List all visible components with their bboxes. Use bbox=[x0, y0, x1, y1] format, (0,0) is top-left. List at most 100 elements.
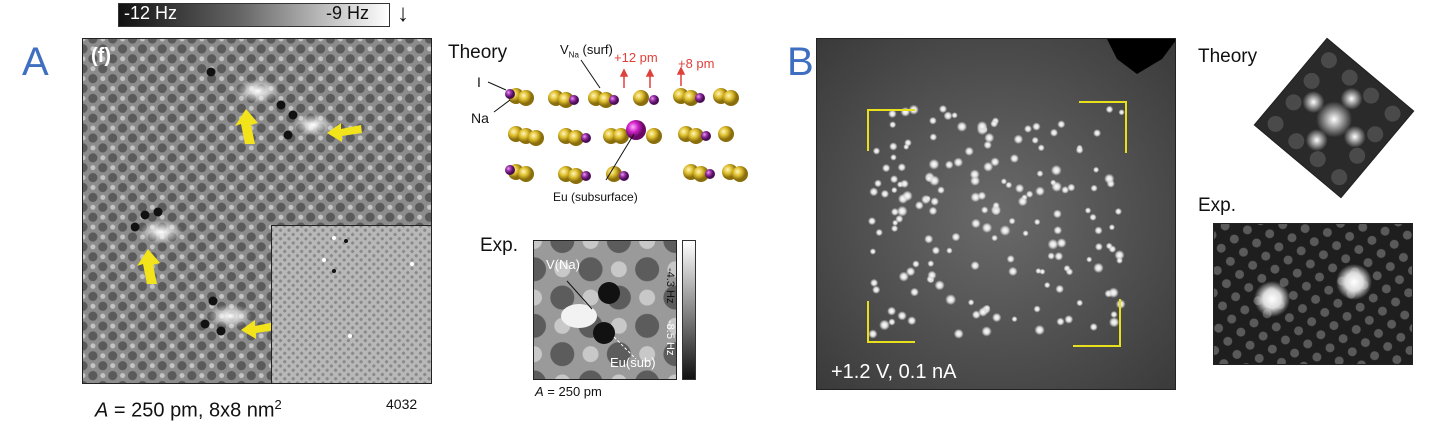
adsorbate-dot bbox=[992, 312, 1002, 323]
colorbar-right-label: -9 Hz bbox=[326, 3, 370, 23]
adsorbate-dot bbox=[1055, 284, 1064, 294]
exp-europium-label: Eu(sub) bbox=[610, 355, 656, 370]
adsorbate-dot bbox=[1076, 299, 1084, 307]
exp-caption: A = 250 pm bbox=[535, 384, 602, 399]
adsorbate-dot bbox=[1064, 315, 1074, 324]
panel-b-exp-image bbox=[1213, 223, 1413, 365]
adsorbate-dot bbox=[902, 190, 913, 202]
panel-b-exp-title: Exp. bbox=[1198, 195, 1237, 216]
frequency-colorbar bbox=[118, 3, 390, 27]
adsorbate-dot bbox=[896, 205, 908, 217]
adsorbate-dot bbox=[897, 163, 906, 172]
exp-colorbar bbox=[682, 240, 696, 380]
adsorbate-dot bbox=[1110, 310, 1118, 319]
adsorbate-dot bbox=[910, 287, 919, 297]
adsorbate-dot bbox=[1108, 287, 1119, 298]
adsorbate-dot bbox=[1056, 317, 1065, 326]
adsorbate-dot bbox=[912, 260, 920, 268]
adsorbate-dot bbox=[1005, 181, 1013, 189]
adsorbate-dot bbox=[970, 192, 981, 203]
adsorbate-dot bbox=[887, 306, 897, 316]
adsorbate-dot bbox=[983, 304, 991, 312]
adsorbate-dot bbox=[867, 217, 877, 226]
adsorbate-dot bbox=[879, 319, 890, 331]
adsorbate-dot bbox=[953, 328, 964, 339]
adsorbate-dot bbox=[967, 299, 975, 306]
panel-a-caption: A = 250 pm, 8x8 nm2 bbox=[95, 397, 282, 423]
adsorbate-dot bbox=[990, 157, 1000, 167]
adsorbate-dot bbox=[892, 219, 899, 226]
adsorbate-dot bbox=[869, 248, 877, 255]
bracket-bottom-left bbox=[867, 301, 915, 343]
adsorbate-dot bbox=[904, 139, 912, 147]
adsorbate-dot bbox=[874, 179, 882, 188]
adsorbate-dot bbox=[1050, 179, 1057, 186]
adsorbate-dot bbox=[1034, 324, 1045, 336]
adsorbate-dot bbox=[929, 175, 940, 186]
adsorbate-dot bbox=[951, 232, 961, 242]
adsorbate-dot bbox=[951, 112, 958, 119]
adsorbate-dot bbox=[1116, 257, 1123, 264]
adsorbate-dot bbox=[937, 186, 945, 194]
adsorbate-dot bbox=[888, 318, 896, 326]
adsorbate-dot bbox=[1006, 255, 1015, 263]
adsorbate-dot bbox=[1057, 120, 1066, 129]
adsorbate-dot bbox=[976, 121, 988, 132]
adsorbate-dot bbox=[927, 270, 937, 280]
adsorbate-dot bbox=[1089, 213, 1097, 221]
adsorbate-dot bbox=[945, 294, 957, 306]
adsorbate-dot bbox=[1056, 238, 1067, 248]
crystal-structure-diagram bbox=[487, 59, 748, 184]
adsorbate-dot bbox=[1094, 226, 1103, 235]
adsorbate-dot bbox=[889, 142, 898, 151]
adsorbate-dot bbox=[1047, 238, 1059, 250]
yellow-arrow-icon bbox=[137, 109, 362, 339]
adsorbate-dot bbox=[1035, 186, 1045, 196]
adsorbate-dot bbox=[943, 111, 953, 121]
adsorbate-dot bbox=[897, 311, 907, 321]
adsorbate-dot bbox=[1053, 226, 1063, 235]
bracket-top-left bbox=[867, 109, 915, 151]
adsorbate-dot bbox=[1025, 190, 1034, 198]
adsorbate-dot bbox=[1104, 173, 1115, 184]
adsorbate-dot bbox=[1114, 207, 1122, 216]
adsorbate-dot bbox=[1049, 128, 1059, 137]
panel-a-theory-title: Theory bbox=[448, 42, 508, 63]
adsorbate-dot bbox=[888, 109, 897, 119]
sodium-label: Na bbox=[471, 110, 489, 126]
adsorbate-dot bbox=[1034, 218, 1041, 226]
vacancy-symbol: V bbox=[560, 42, 569, 57]
adsorbate-dot bbox=[1050, 164, 1062, 176]
adsorbate-dot bbox=[1114, 250, 1125, 261]
adsorbate-dot bbox=[1011, 316, 1018, 323]
adsorbate-dot bbox=[869, 187, 879, 197]
adsorbate-dot bbox=[1036, 170, 1044, 178]
adsorbate-dot bbox=[1093, 129, 1102, 138]
adsorbate-dot bbox=[929, 133, 938, 141]
adsorbate-dot bbox=[1008, 266, 1018, 277]
adsorbate-dot bbox=[1086, 256, 1093, 263]
iodine-label: I bbox=[477, 74, 481, 90]
stm-image-main: +1.2 V, 0.1 nA bbox=[816, 38, 1176, 390]
adsorbate-dot bbox=[928, 158, 940, 170]
adsorbate-dot bbox=[971, 310, 981, 320]
adsorbate-dot bbox=[1090, 184, 1098, 192]
adsorbate-dot bbox=[898, 271, 909, 282]
adsorbate-dot bbox=[1009, 154, 1019, 163]
adsorbate-dot bbox=[1089, 323, 1098, 331]
adsorbate-dot bbox=[981, 326, 992, 337]
exp-colorbar-bottom: -8.5 Hz bbox=[664, 320, 676, 356]
panel-b-letter: B bbox=[787, 40, 814, 84]
panel-a-exp-image: V(Na) Eu(sub) bbox=[533, 240, 677, 380]
panel-a-exp-title: Exp. bbox=[480, 235, 519, 256]
adsorbate-dot bbox=[891, 224, 899, 233]
adsorbate-dot bbox=[953, 157, 964, 168]
adsorbate-dot bbox=[914, 201, 924, 210]
vacancy-suffix: (surf) bbox=[578, 42, 613, 57]
adsorbate-dot bbox=[931, 246, 940, 255]
adsorbate-dot bbox=[964, 146, 974, 156]
panel-b-theory-image bbox=[1253, 37, 1415, 199]
adsorbate-dot bbox=[1075, 146, 1084, 154]
adsorbate-dot bbox=[929, 116, 937, 125]
adsorbate-dot bbox=[1031, 136, 1039, 144]
